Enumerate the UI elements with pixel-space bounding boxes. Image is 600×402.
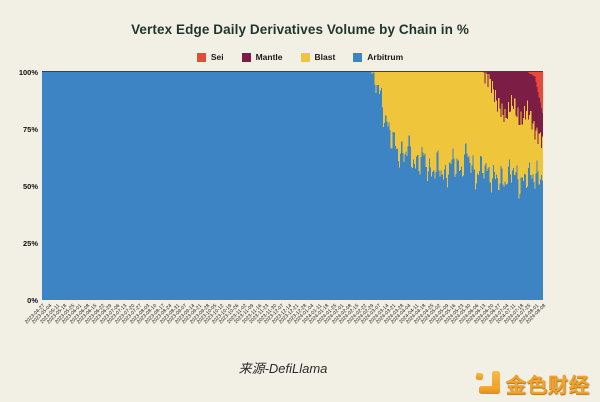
x-tick-label: 2024-04-18 bbox=[405, 303, 428, 326]
y-axis-labels: 100% 75% 50% 25% 0% bbox=[0, 0, 38, 310]
x-tick-label: 2023-10-19 bbox=[210, 303, 234, 326]
x-tick-label: 2024-06-06 bbox=[457, 303, 480, 326]
x-tick-label: 2024-08-01 bbox=[517, 303, 540, 326]
x-tick-label: 2023-11-23 bbox=[248, 303, 271, 326]
x-tick-label: 2024-07-04 bbox=[487, 303, 510, 326]
x-tick-label: 2024-05-23 bbox=[442, 303, 465, 326]
x-tick-label: 2023-06-29 bbox=[91, 303, 114, 326]
x-tick-label: 2024-04-25 bbox=[412, 303, 436, 326]
x-tick-label: 2023-07-20 bbox=[113, 303, 136, 326]
plot-top-spine bbox=[42, 70, 543, 73]
chart-legend: Sei Mantle Blast Arbitrum bbox=[0, 50, 600, 64]
logo-icon-bracket-horizontal bbox=[479, 385, 500, 394]
x-tick-label: 2023-09-07 bbox=[165, 303, 189, 326]
legend-item-blast: Blast bbox=[300, 52, 336, 62]
legend-item-mantle: Mantle bbox=[241, 52, 283, 62]
x-tick-label: 2023-06-08 bbox=[68, 303, 92, 326]
x-tick-label: 2023-11-16 bbox=[241, 303, 264, 326]
y-tick-label: 100% bbox=[18, 67, 38, 77]
x-tick-label: 2024-03-07 bbox=[360, 303, 383, 326]
legend-label: Mantle bbox=[255, 52, 283, 62]
x-tick-label: 2024-06-13 bbox=[465, 303, 488, 326]
x-tick-label: 2023-10-12 bbox=[203, 303, 226, 326]
x-tick-label: 2024-02-08 bbox=[330, 303, 353, 326]
x-tick-label: 2023-07-06 bbox=[98, 303, 122, 326]
x-tick-label: 2024-02-01 bbox=[323, 303, 346, 326]
x-tick-label: 2023-05-18 bbox=[46, 303, 69, 326]
golden-finance-logo: 金色财经 bbox=[475, 369, 590, 397]
x-tick-label: 2024-03-21 bbox=[375, 303, 398, 326]
x-tick-label: 2024-05-30 bbox=[450, 303, 473, 326]
legend-swatch-arbitrum bbox=[353, 52, 363, 62]
x-tick-label: 2024-06-20 bbox=[472, 303, 495, 326]
x-tick-label: 2023-06-15 bbox=[76, 303, 99, 326]
x-tick-label: 2024-04-11 bbox=[398, 303, 421, 326]
x-tick-label: 2024-01-18 bbox=[308, 303, 331, 326]
golden-finance-logo-text: 金色财经 bbox=[506, 374, 590, 397]
x-tick-label: 2024-07-25 bbox=[509, 303, 533, 326]
y-tick-label: 0% bbox=[27, 295, 38, 305]
y-tick-label: 75% bbox=[22, 124, 38, 134]
source-caption: 来源-DefiLlama bbox=[238, 361, 328, 376]
chart-title: Vertex Edge Daily Derivatives Volume by … bbox=[131, 22, 469, 37]
x-tick-label: 2023-11-30 bbox=[255, 303, 279, 326]
x-tick-label: 2023-07-27 bbox=[121, 303, 144, 326]
legend-swatch-blast bbox=[300, 52, 310, 62]
legend-item-arbitrum: Arbitrum bbox=[353, 52, 403, 62]
x-tick-label: 2024-07-11 bbox=[495, 303, 518, 326]
x-tick-label: 2023-10-05 bbox=[195, 303, 219, 326]
legend-label: Blast bbox=[314, 52, 336, 62]
x-tick-label: 2024-01-04 bbox=[293, 303, 316, 326]
x-tick-label: 2023-11-02 bbox=[226, 303, 249, 326]
x-tick-label: 2023-06-01 bbox=[61, 303, 84, 326]
plot-area bbox=[42, 72, 543, 300]
legend-swatch-sei bbox=[196, 52, 206, 62]
x-tick-label: 2023-12-14 bbox=[270, 303, 293, 326]
x-tick-label: 2023-06-22 bbox=[83, 303, 107, 326]
y-tick-label: 50% bbox=[22, 181, 38, 191]
x-tick-label: 2023-08-31 bbox=[158, 303, 181, 326]
x-tick-label: 2024-06-27 bbox=[480, 303, 503, 326]
chart-columns bbox=[42, 72, 543, 300]
stacked-bar-plot-svg bbox=[42, 72, 543, 300]
x-tick-label: 2023-12-28 bbox=[285, 303, 308, 326]
x-tick-label: 2024-05-02 bbox=[420, 303, 443, 326]
logo-icon-bracket-vertical bbox=[492, 370, 500, 394]
legend-label: Arbitrum bbox=[367, 52, 404, 62]
x-tick-label: 2023-12-07 bbox=[263, 303, 286, 326]
x-tick-label: 2023-12-21 bbox=[278, 303, 301, 326]
x-tick-label: 2024-03-28 bbox=[382, 303, 406, 326]
x-tick-label: 2023-08-24 bbox=[151, 303, 174, 326]
x-tick-label: 2024-08-08 bbox=[524, 303, 548, 326]
x-tick-label: 2023-09-21 bbox=[180, 303, 204, 326]
x-tick-label: 2024-05-16 bbox=[435, 303, 458, 326]
legend-item-sei: Sei bbox=[196, 52, 224, 62]
x-tick-label: 2024-04-04 bbox=[390, 303, 413, 326]
x-tick-label: 2024-01-11 bbox=[300, 303, 323, 326]
x-tick-label: 2024-07-18 bbox=[502, 303, 525, 326]
x-tick-label: 2023-09-28 bbox=[188, 303, 211, 326]
logo-icon-dot bbox=[475, 372, 484, 380]
x-tick-label: 2023-11-09 bbox=[233, 303, 256, 326]
x-tick-label: 2024-01-25 bbox=[315, 303, 338, 326]
x-tick-label: 2024-02-22 bbox=[345, 303, 368, 326]
x-tick-label: 2024-02-29 bbox=[352, 303, 376, 326]
x-tick-label: 2023-08-10 bbox=[136, 303, 159, 326]
x-tick-label: 2024-02-15 bbox=[337, 303, 361, 326]
x-tick-label: 2023-07-13 bbox=[106, 303, 129, 326]
x-tick-label: 2023-08-17 bbox=[143, 303, 166, 326]
x-tick-label: 2024-03-14 bbox=[367, 303, 391, 326]
legend-swatch-mantle bbox=[241, 52, 251, 62]
y-tick-label: 25% bbox=[22, 238, 38, 248]
legend-label: Sei bbox=[210, 52, 224, 62]
x-tick-label: 2023-10-26 bbox=[218, 303, 241, 326]
x-tick-label: 2023-08-03 bbox=[128, 303, 151, 326]
golden-finance-logo-icon bbox=[475, 370, 501, 396]
x-tick-label: 2023-09-14 bbox=[173, 303, 196, 326]
x-tick-label: 2023-05-25 bbox=[53, 303, 77, 326]
x-tick-label: 2024-05-09 bbox=[427, 303, 451, 326]
